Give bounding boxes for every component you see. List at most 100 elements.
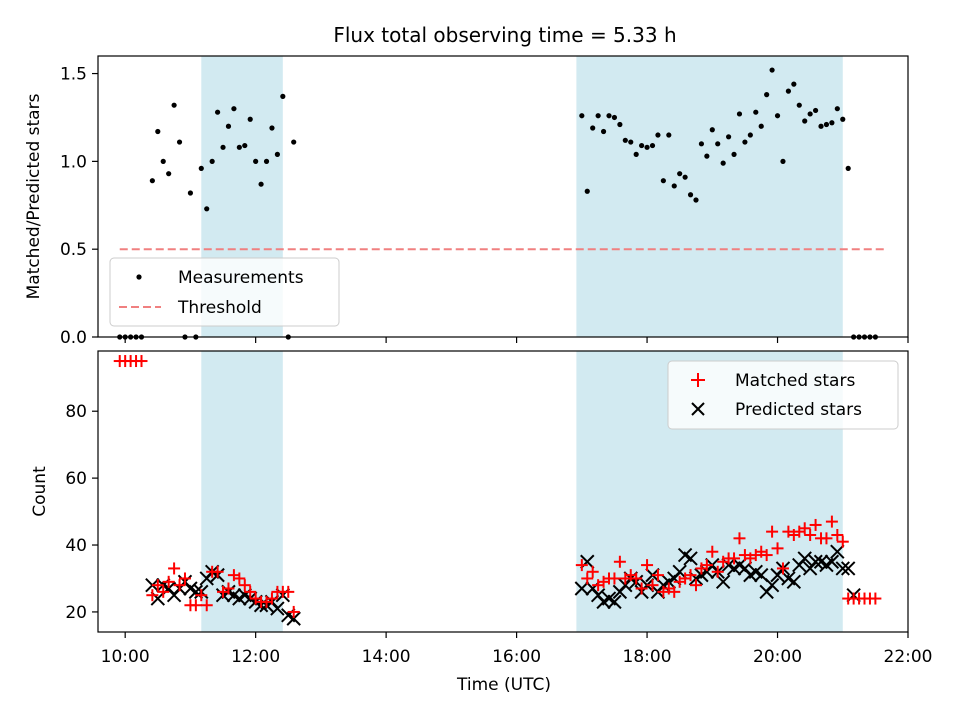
y-tick-label: 1.0 (60, 152, 87, 172)
matched-star-point (831, 528, 844, 541)
matched-star-point (771, 542, 784, 555)
measurement-point (242, 142, 248, 149)
measurement-point (791, 81, 797, 87)
matched-star-point (146, 589, 159, 602)
measurement-point (731, 151, 737, 157)
measurement-point (715, 141, 721, 147)
measurement-point (214, 109, 221, 115)
measurement-point (785, 88, 792, 94)
predicted-stroke (721, 557, 736, 573)
matched-star-point (689, 579, 702, 592)
bottom-y-ticks: 20 40 60 80 (65, 402, 98, 623)
measurement-point (247, 116, 253, 122)
measurement-point (704, 153, 710, 159)
top-y-ticks: 0.0 0.5 1.0 1.5 (60, 65, 98, 348)
predicted-stroke (574, 581, 590, 596)
measurement-point (758, 123, 764, 129)
predicted-stroke (835, 561, 850, 576)
matched-star-point (766, 525, 779, 538)
predicted-star-point (672, 564, 687, 579)
predicted-star-point (270, 601, 285, 616)
predicted-star-point (830, 544, 845, 559)
measurement-point (682, 174, 688, 180)
matched-star-point (820, 532, 833, 545)
y-tick-label: 60 (65, 469, 87, 489)
predicted-stroke (764, 577, 780, 593)
measurement-point (807, 111, 813, 117)
measurement-point (845, 165, 851, 171)
legend-matched-label: Matched stars (735, 371, 855, 391)
measurement-point (263, 158, 270, 164)
measurement-point (709, 127, 715, 133)
predicted-stroke (732, 557, 747, 573)
measurement-point (209, 158, 215, 164)
measurement-point (176, 139, 183, 145)
measurement-point (225, 123, 232, 129)
measurement-point (780, 158, 786, 164)
measurement-point (720, 160, 726, 166)
measurement-point (660, 178, 666, 184)
matched-star-point (869, 592, 882, 605)
matched-star-point (195, 589, 208, 602)
matched-star-point (211, 565, 224, 578)
top-x-ticks (124, 337, 909, 343)
matched-star-point (575, 559, 588, 572)
matched-star-point (222, 582, 235, 595)
legend-measurement-marker (136, 274, 142, 280)
matched-star-point (798, 522, 811, 535)
measurement-point (611, 114, 618, 121)
measurement-point (736, 111, 743, 117)
legend-measurements-label: Measurements (178, 268, 304, 288)
matched-star-point (581, 572, 594, 585)
measurement-point (231, 106, 237, 112)
predicted-stroke (808, 554, 823, 569)
measurement-point (622, 137, 628, 143)
x-axis-label: Time (UTC) (456, 675, 551, 695)
matched-star-point (804, 528, 817, 541)
top-observing-bands (201, 56, 843, 337)
matched-star-point (162, 575, 175, 588)
count-panel: 20 40 60 80 10:00 12:00 14:00 16:00 18:00 20:00 2… (30, 350, 933, 695)
measurement-point (769, 67, 775, 73)
matched-star-point (836, 535, 849, 548)
measurement-point (291, 139, 297, 145)
matched-star-point (168, 562, 181, 575)
x-tick-label: 16:00 (492, 647, 541, 667)
matched-star-point (733, 532, 746, 545)
predicted-stroke (840, 561, 856, 576)
predicted-star-point (786, 574, 802, 590)
measurement-point (796, 102, 802, 108)
observing-band (201, 351, 283, 632)
measurement-point (258, 181, 264, 187)
predicted-stroke (607, 594, 622, 610)
predicted-stroke (754, 567, 769, 583)
measurement-point (829, 120, 835, 126)
measurement-point (579, 113, 585, 119)
measurement-point (774, 113, 781, 119)
matched-star-point (287, 605, 300, 618)
predicted-star-point (808, 554, 823, 569)
measurement-point (840, 116, 846, 122)
matched-star-point (157, 585, 170, 598)
top-y-axis-label: Matched/Predicted stars (24, 93, 44, 299)
predicted-star-point (764, 577, 780, 593)
predicted-stroke (286, 611, 301, 626)
y-tick-label: 20 (65, 603, 87, 623)
predicted-stroke (824, 554, 840, 569)
measurement-point (155, 128, 161, 135)
measurement-point (595, 113, 601, 119)
y-tick-label: 1.5 (60, 65, 87, 85)
predicted-stroke (715, 574, 731, 590)
matched-star-point (635, 582, 648, 595)
matched-star-point (668, 585, 681, 598)
predicted-stroke (781, 571, 796, 586)
measurement-point (812, 107, 819, 114)
predicted-stroke (672, 564, 687, 579)
ratio-panel: 0.0 0.5 1.0 1.5 Matched/Predicted stars Mea… (24, 55, 909, 348)
measurement-point (726, 134, 732, 140)
matched-star-point (282, 585, 295, 598)
measurement-point (834, 106, 840, 112)
x-tick-label: 20:00 (753, 647, 802, 667)
top-legend-box (109, 257, 340, 327)
measurement-point (687, 192, 694, 198)
